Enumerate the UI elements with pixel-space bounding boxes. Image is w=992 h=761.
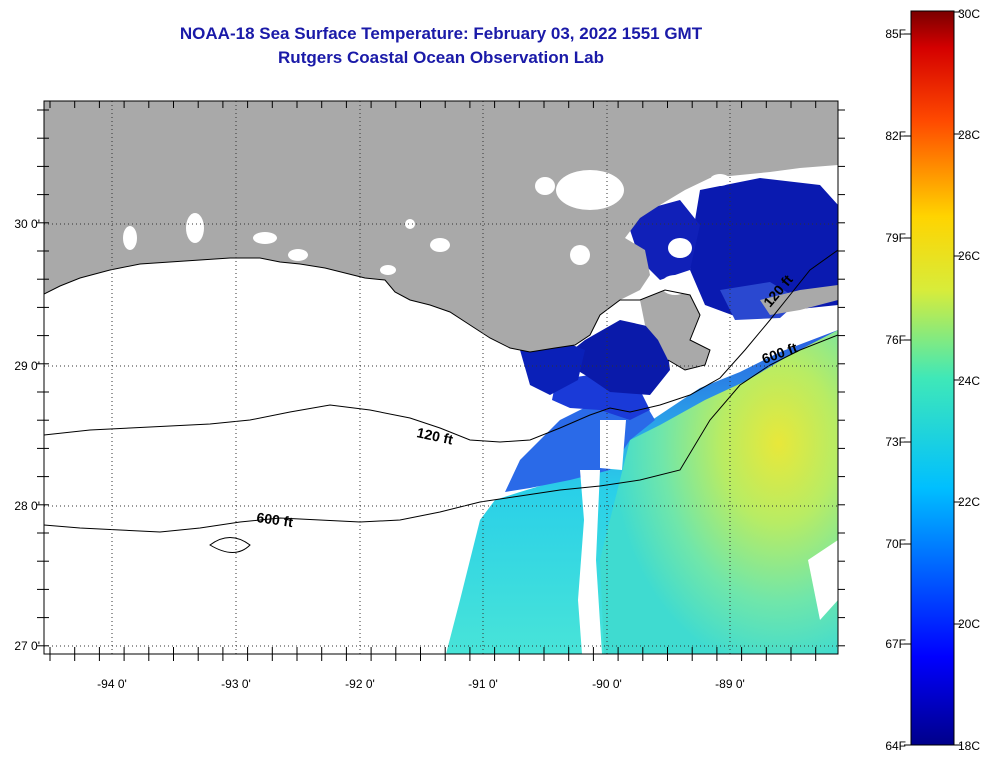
map-title: NOAA-18 Sea Surface Temperature: Februar… bbox=[179, 24, 703, 43]
colorbar-c-label: 22C bbox=[958, 495, 980, 509]
lat-tick-label: 30 0' bbox=[14, 217, 40, 231]
contour-120ft bbox=[44, 249, 838, 443]
colorbar-f-label: 73F bbox=[885, 435, 906, 449]
contour-label: 120 ft bbox=[415, 424, 454, 447]
contour-island-ring bbox=[209, 537, 251, 553]
colorbar-f-label: 82F bbox=[885, 129, 906, 143]
map-frame bbox=[43, 100, 839, 655]
colorbar-c-label: 28C bbox=[958, 128, 980, 142]
colorbar-c-label: 24C bbox=[958, 374, 980, 388]
lon-tick-label: -89 0' bbox=[715, 677, 745, 691]
land-mass bbox=[44, 101, 838, 352]
colorbar-f-label: 79F bbox=[885, 231, 906, 245]
contour-label: 600 ft bbox=[256, 509, 295, 530]
colorbar-c-label: 30C bbox=[958, 7, 980, 21]
contour-600ft bbox=[44, 334, 838, 533]
lat-tick-label: 28 0' bbox=[14, 499, 40, 513]
lon-tick-label: -93 0' bbox=[221, 677, 251, 691]
colorbar-f-label: 76F bbox=[885, 333, 906, 347]
grid-lines bbox=[44, 101, 838, 654]
colorbar-c-label: 26C bbox=[958, 249, 980, 263]
coastline bbox=[44, 257, 711, 371]
frame-ticks bbox=[37, 101, 845, 661]
map-subtitle: Rutgers Coastal Ocean Observation Lab bbox=[278, 48, 604, 67]
colorbar-f-label: 85F bbox=[885, 27, 906, 41]
inland-lakes bbox=[123, 170, 730, 295]
colorbar-f-label: 70F bbox=[885, 537, 906, 551]
colorbar-c-label: 18C bbox=[958, 739, 980, 753]
lon-tick-label: -90 0' bbox=[592, 677, 622, 691]
land-mass-delta bbox=[640, 290, 710, 370]
lat-tick-label: 29 0' bbox=[14, 359, 40, 373]
colorbar-ticks bbox=[904, 11, 961, 746]
lon-tick-label: -91 0' bbox=[468, 677, 498, 691]
colorbar-c-label: 20C bbox=[958, 617, 980, 631]
lat-tick-label: 27 0' bbox=[14, 639, 40, 653]
colorbar bbox=[910, 10, 955, 746]
colorbar-f-label: 67F bbox=[885, 637, 906, 651]
lon-tick-label: -92 0' bbox=[345, 677, 375, 691]
colorbar-f-label: 64F bbox=[885, 739, 906, 753]
lon-tick-label: -94 0' bbox=[97, 677, 127, 691]
